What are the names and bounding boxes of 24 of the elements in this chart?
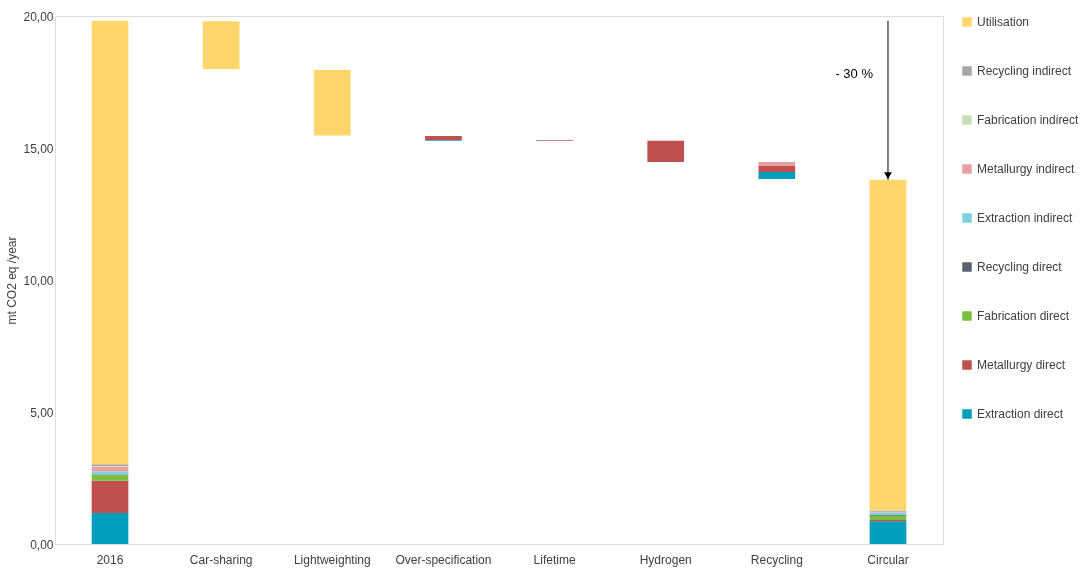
y-tick-label: 5,00 xyxy=(30,405,54,420)
x-tick-label: Circular xyxy=(867,552,909,567)
legend-label: Fabrication direct xyxy=(977,309,1070,323)
x-tick-label: Over-specification xyxy=(395,552,492,567)
legend-label: Metallurgy indirect xyxy=(977,162,1076,176)
y-axis-title: mt CO2 eq /year xyxy=(5,236,20,325)
legend-label: Extraction indirect xyxy=(977,211,1074,225)
y-tick-label: 20,00 xyxy=(23,9,54,24)
y-tick-label: 10,00 xyxy=(23,273,54,288)
y-tick-label: 0,00 xyxy=(30,537,54,552)
x-tick-label: Car-sharing xyxy=(189,552,253,567)
legend-label: Recycling indirect xyxy=(977,64,1072,78)
y-tick-label: 15,00 xyxy=(23,141,54,156)
x-tick-label: Hydrogen xyxy=(639,552,692,567)
x-tick-label: Lightweighting xyxy=(293,552,371,567)
legend-label: Extraction direct xyxy=(977,407,1064,421)
legend-label: Metallurgy direct xyxy=(977,358,1066,372)
x-tick-label: 2016 xyxy=(96,552,124,567)
annotation: - 30 % xyxy=(835,65,874,81)
legend-label: Fabrication indirect xyxy=(977,113,1080,127)
legend-label: Utilisation xyxy=(977,15,1030,29)
x-tick-label: Recycling xyxy=(750,552,803,567)
x-tick-label: Lifetime xyxy=(533,552,576,567)
legend-label: Recycling direct xyxy=(977,260,1063,274)
